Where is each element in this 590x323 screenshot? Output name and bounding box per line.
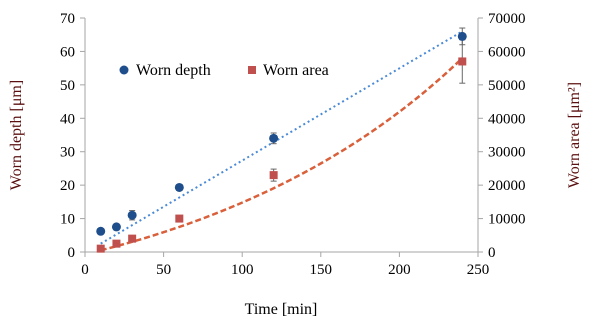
right-tick-label: 10000 bbox=[488, 212, 526, 228]
data-point-worn-depth bbox=[96, 226, 106, 236]
left-axis-title: Worn depth [μm] bbox=[8, 80, 25, 190]
legend-label-worn-depth: Worn depth bbox=[136, 62, 211, 79]
legend-marker-worn-area bbox=[248, 66, 256, 74]
left-tick-label: 70 bbox=[60, 11, 75, 27]
data-point-worn-depth bbox=[457, 31, 467, 41]
right-tick-label: 40000 bbox=[488, 111, 526, 127]
x-tick-label: 200 bbox=[388, 262, 411, 278]
left-tick-labels: 0 10 20 30 40 50 60 70 bbox=[60, 11, 75, 261]
data-point-worn-depth bbox=[269, 133, 279, 143]
right-axis-title: Worn area [μm²] bbox=[566, 82, 583, 188]
data-point-worn-area bbox=[175, 214, 184, 223]
x-tick-label: 100 bbox=[231, 262, 254, 278]
x-tick-labels: 0 50 100 150 200 250 bbox=[81, 262, 489, 278]
legend-label-worn-area: Worn area bbox=[263, 62, 329, 79]
data-markers bbox=[96, 31, 467, 253]
x-tick-label: 50 bbox=[156, 262, 171, 278]
x-axis-title: Time [min] bbox=[245, 301, 318, 318]
data-point-worn-depth bbox=[174, 182, 184, 192]
data-point-worn-area bbox=[458, 57, 467, 66]
left-tick-label: 50 bbox=[60, 78, 75, 94]
left-tick-label: 40 bbox=[60, 111, 75, 127]
data-point-worn-depth bbox=[127, 210, 137, 220]
trend-line-worn-area bbox=[100, 57, 464, 252]
right-tick-label: 30000 bbox=[488, 145, 526, 161]
trend-lines bbox=[100, 30, 464, 252]
legend: Worn depth Worn area bbox=[119, 62, 329, 79]
right-tick-label: 50000 bbox=[488, 78, 526, 94]
x-tick-label: 250 bbox=[467, 262, 490, 278]
data-point-worn-area bbox=[112, 239, 121, 248]
left-tick-label: 0 bbox=[68, 245, 76, 261]
x-tick-label: 150 bbox=[310, 262, 333, 278]
left-tick-label: 10 bbox=[60, 212, 75, 228]
right-tick-label: 0 bbox=[488, 245, 496, 261]
x-tick-label: 0 bbox=[81, 262, 89, 278]
right-tick-label: 70000 bbox=[488, 11, 526, 27]
data-point-worn-area bbox=[96, 244, 105, 253]
right-tick-labels: 0 10000 20000 30000 40000 50000 60000 70000 bbox=[488, 11, 526, 261]
data-point-worn-area bbox=[128, 234, 137, 243]
data-point-worn-area bbox=[269, 171, 278, 180]
left-tick-label: 30 bbox=[60, 145, 75, 161]
left-tick-label: 20 bbox=[60, 178, 75, 194]
right-tick-label: 60000 bbox=[488, 44, 526, 60]
tick-marks bbox=[80, 17, 483, 257]
left-tick-label: 60 bbox=[60, 44, 75, 60]
right-tick-label: 20000 bbox=[488, 178, 526, 194]
legend-marker-worn-depth bbox=[119, 65, 129, 75]
data-point-worn-depth bbox=[111, 222, 121, 232]
